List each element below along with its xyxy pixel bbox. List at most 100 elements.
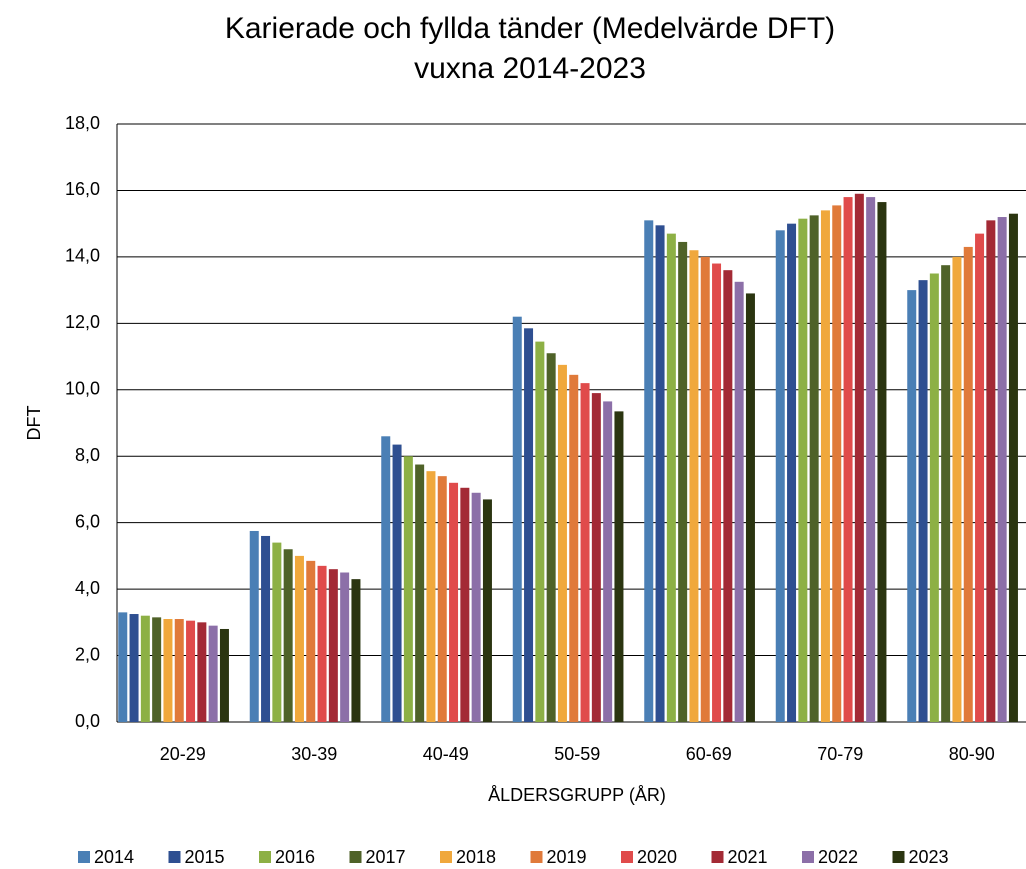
y-tick-label: 12,0	[65, 312, 100, 332]
bar	[580, 383, 590, 722]
bar	[535, 341, 545, 722]
y-tick-label: 18,0	[65, 113, 100, 133]
bar	[734, 281, 744, 722]
bar	[787, 223, 797, 722]
bar	[328, 569, 338, 722]
bar	[449, 482, 459, 722]
y-tick-label: 16,0	[65, 179, 100, 199]
bar	[820, 210, 830, 722]
bar	[460, 487, 470, 722]
bar	[482, 499, 492, 722]
bar	[261, 535, 271, 722]
legend-label: 2019	[547, 847, 587, 867]
bar	[152, 617, 162, 722]
bar	[655, 225, 665, 723]
bar	[700, 256, 710, 722]
bar	[437, 476, 447, 722]
x-axis-label: ÅLDERSGRUPP (ÅR)	[488, 785, 666, 805]
x-tick-label: 20-29	[160, 744, 206, 764]
legend-swatch	[802, 851, 814, 863]
x-tick-label: 40-49	[423, 744, 469, 764]
bar	[557, 364, 567, 722]
bar	[877, 202, 887, 723]
bar	[306, 560, 316, 722]
legend-label: 2023	[909, 847, 949, 867]
chart-subtitle: vuxna 2014-2023	[414, 52, 646, 85]
bar	[941, 265, 951, 722]
legend-swatch	[892, 851, 905, 863]
legend-label: 2020	[637, 847, 677, 867]
bar	[403, 456, 413, 722]
y-tick-label: 0,0	[75, 711, 100, 731]
bar	[546, 353, 556, 722]
y-tick-label: 10,0	[65, 379, 100, 399]
legend-swatch	[78, 851, 90, 863]
bar	[689, 250, 699, 722]
legend-label: 2016	[275, 847, 315, 867]
bar	[283, 549, 293, 722]
bar	[952, 256, 962, 722]
y-tick-label: 14,0	[65, 246, 100, 266]
bar	[524, 328, 534, 722]
bar	[392, 444, 402, 722]
bar	[140, 615, 150, 722]
legend-swatch	[259, 851, 271, 863]
legend-label: 2017	[366, 847, 406, 867]
legend-swatch	[168, 851, 181, 863]
bar	[929, 273, 939, 722]
bar	[986, 220, 996, 722]
y-tick-label: 8,0	[75, 445, 100, 465]
bar	[775, 230, 785, 723]
chart-title: Karierade och fyllda tänder (Medelvärde …	[225, 12, 835, 45]
y-tick-label: 6,0	[75, 511, 100, 531]
y-axis-label: DFT	[24, 406, 44, 441]
bar	[512, 316, 522, 722]
y-tick-label: 2,0	[75, 644, 100, 664]
bar	[798, 218, 808, 722]
bar	[997, 217, 1007, 722]
bar	[272, 542, 282, 722]
bar	[294, 555, 304, 722]
bar	[678, 241, 688, 722]
bar	[666, 233, 676, 722]
x-tick-label: 50-59	[554, 744, 600, 764]
bar	[809, 215, 819, 722]
x-tick-label: 80-90	[949, 744, 995, 764]
bar	[918, 280, 928, 722]
bar	[723, 270, 733, 722]
legend-swatch	[440, 851, 452, 863]
bar	[975, 233, 985, 722]
bar	[351, 579, 361, 722]
bar	[426, 471, 436, 722]
legend-label: 2018	[456, 847, 496, 867]
bar	[381, 436, 391, 722]
bar	[415, 464, 425, 722]
bar	[854, 193, 864, 722]
y-tick-label: 4,0	[75, 578, 100, 598]
bar	[197, 622, 207, 722]
bar	[186, 620, 196, 722]
bar	[249, 530, 259, 722]
bar	[745, 293, 755, 722]
bar	[907, 290, 917, 722]
bar	[163, 619, 173, 722]
x-tick-label: 70-79	[817, 744, 863, 764]
bar	[118, 612, 128, 722]
bar	[866, 197, 876, 723]
legend-label: 2015	[185, 847, 225, 867]
bar	[174, 619, 184, 722]
bar	[129, 614, 139, 722]
bar	[963, 246, 973, 722]
bar	[1008, 213, 1018, 722]
legend-swatch	[349, 851, 362, 863]
bar	[843, 197, 853, 723]
bar	[832, 205, 842, 723]
legend-swatch	[530, 851, 543, 863]
bar	[591, 393, 601, 722]
bar	[712, 263, 722, 722]
legend-label: 2014	[94, 847, 134, 867]
legend-swatch	[711, 851, 724, 863]
bar	[317, 565, 327, 722]
bar	[644, 220, 654, 722]
